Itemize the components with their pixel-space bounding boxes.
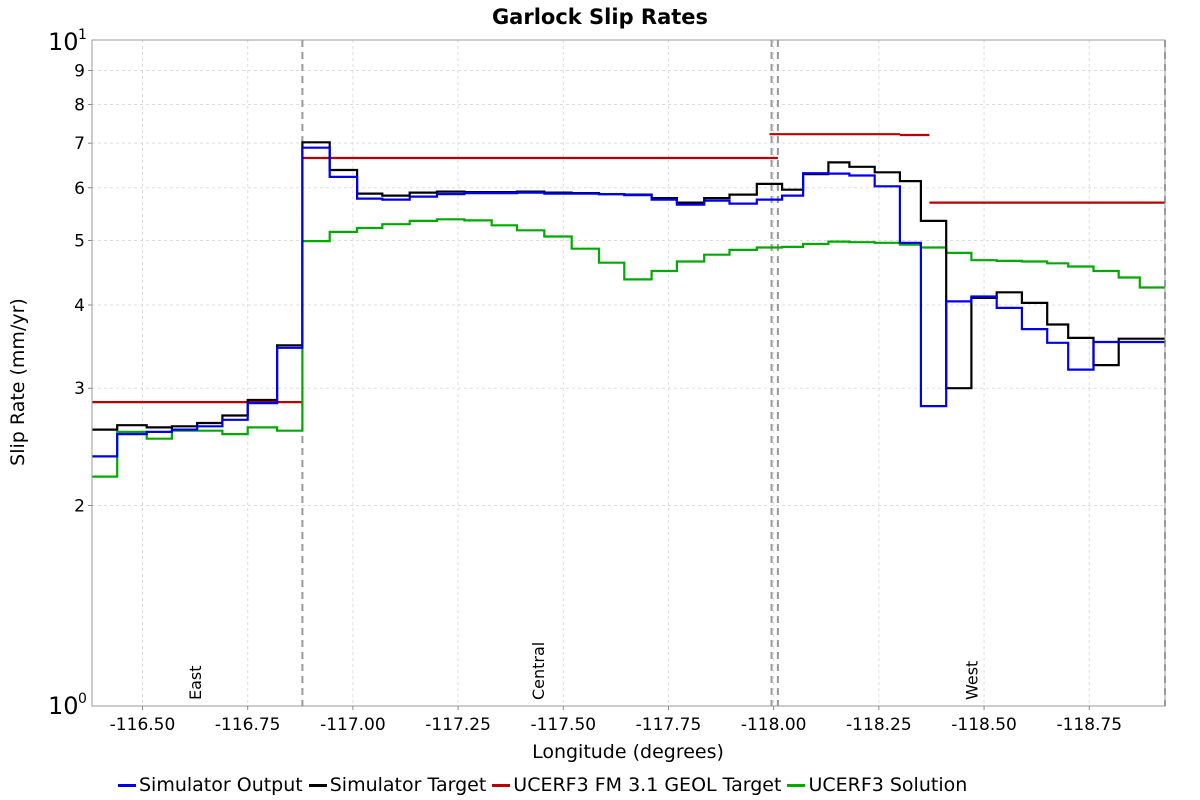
section-label-central: Central	[529, 642, 548, 700]
series-line-ucerf3-fm-3-1-geol-target	[92, 133, 1165, 404]
y-axis-label: Slip Rate (mm/yr)	[7, 298, 29, 466]
legend-label: UCERF3 Solution	[808, 774, 968, 796]
plot-area	[91, 39, 1166, 707]
y-major-tick-base: 10	[48, 692, 79, 720]
legend-item-simulator-target: Simulator Target	[308, 774, 487, 796]
legend-label: UCERF3 FM 3.1 GEOL Target	[513, 774, 782, 796]
legend-item-geol-target: UCERF3 FM 3.1 GEOL Target	[492, 774, 781, 796]
y-tick-label: 2	[74, 497, 85, 517]
x-axis-ticks: -116.50 -116.75 -117.00 -117.25 -117.50 -117.…	[110, 706, 1122, 735]
series-line-simulator-target	[92, 141, 1165, 431]
y-major-tick-exponent: 1	[78, 27, 87, 43]
y-major-tick-exponent: 0	[78, 691, 87, 707]
legend-swatch	[118, 783, 136, 787]
x-tick-label: -117.75	[636, 715, 702, 735]
x-tick-label: -116.50	[110, 715, 176, 735]
legend-swatch	[787, 783, 806, 787]
y-tick-label: 7	[74, 134, 85, 154]
x-tick-label: -116.75	[215, 715, 281, 735]
section-boundaries	[301, 40, 1166, 706]
y-tick-label: 4	[74, 296, 85, 316]
legend-item-ucerf3-solution: UCERF3 Solution	[787, 774, 967, 796]
y-tick-label: 5	[74, 231, 85, 251]
x-tick-label: -117.00	[320, 715, 386, 735]
y-tick-label: 9	[74, 61, 85, 81]
series	[92, 133, 1165, 478]
x-tick-label: -117.50	[530, 715, 596, 735]
x-tick-label: -118.25	[846, 715, 912, 735]
x-tick-label: -118.75	[1056, 715, 1122, 735]
series-line-ucerf3-solution	[92, 218, 1165, 478]
grid	[92, 40, 1165, 706]
y-tick-label: 6	[74, 179, 85, 199]
legend-swatch	[308, 783, 327, 787]
y-tick-label: 8	[74, 96, 85, 116]
legend-label: Simulator Target	[329, 774, 487, 796]
section-labels: East Central West	[186, 642, 981, 700]
legend: Simulator Output Simulator Target UCERF3…	[118, 772, 973, 798]
x-axis-label: Longitude (degrees)	[532, 741, 724, 763]
x-tick-label: -117.25	[425, 715, 491, 735]
y-tick-label: 3	[74, 379, 85, 399]
legend-item-simulator-output: Simulator Output	[118, 774, 303, 796]
chart-title: Garlock Slip Rates	[492, 5, 708, 29]
series-line-simulator-output	[92, 146, 1165, 458]
section-label-east: East	[186, 665, 205, 700]
legend-label: Simulator Output	[139, 774, 303, 796]
x-tick-label: -118.00	[741, 715, 807, 735]
x-tick-label: -118.50	[951, 715, 1017, 735]
legend-swatch	[492, 783, 511, 787]
y-major-tick-base: 10	[48, 28, 79, 56]
section-label-west: West	[962, 661, 981, 700]
